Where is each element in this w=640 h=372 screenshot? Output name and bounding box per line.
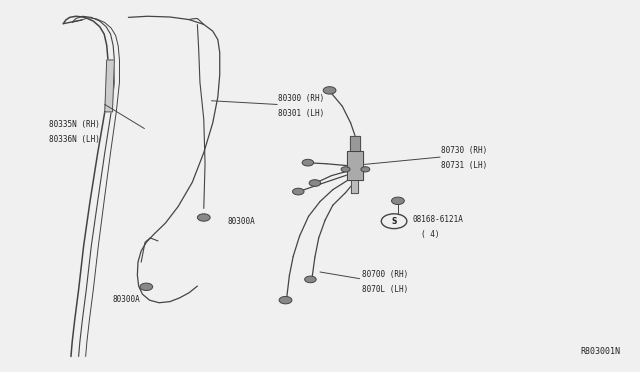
Text: 80336N (LH): 80336N (LH): [49, 135, 99, 144]
Text: S: S: [392, 217, 397, 226]
Circle shape: [302, 159, 314, 166]
Text: 80300A: 80300A: [113, 295, 140, 304]
Text: 80300A: 80300A: [227, 217, 255, 226]
Polygon shape: [350, 136, 360, 151]
Text: ( 4): ( 4): [421, 230, 440, 239]
Polygon shape: [105, 60, 115, 112]
Circle shape: [197, 214, 210, 221]
Circle shape: [323, 87, 336, 94]
Text: 80300 (RH): 80300 (RH): [278, 94, 324, 103]
Text: 8070L (LH): 8070L (LH): [362, 285, 408, 294]
Text: 80301 (LH): 80301 (LH): [278, 109, 324, 118]
Text: 80335N (RH): 80335N (RH): [49, 121, 99, 129]
Circle shape: [305, 276, 316, 283]
Circle shape: [279, 296, 292, 304]
Circle shape: [361, 167, 370, 172]
Circle shape: [309, 180, 321, 186]
Circle shape: [392, 197, 404, 205]
Polygon shape: [348, 151, 364, 180]
Text: R803001N: R803001N: [580, 347, 620, 356]
Circle shape: [341, 167, 350, 172]
Text: 80700 (RH): 80700 (RH): [362, 270, 408, 279]
Text: 80730 (RH): 80730 (RH): [442, 146, 488, 155]
Circle shape: [292, 188, 304, 195]
Text: 08168-6121A: 08168-6121A: [413, 215, 463, 224]
Text: 80731 (LH): 80731 (LH): [442, 161, 488, 170]
Circle shape: [140, 283, 153, 291]
Circle shape: [381, 214, 407, 229]
Polygon shape: [351, 180, 358, 193]
